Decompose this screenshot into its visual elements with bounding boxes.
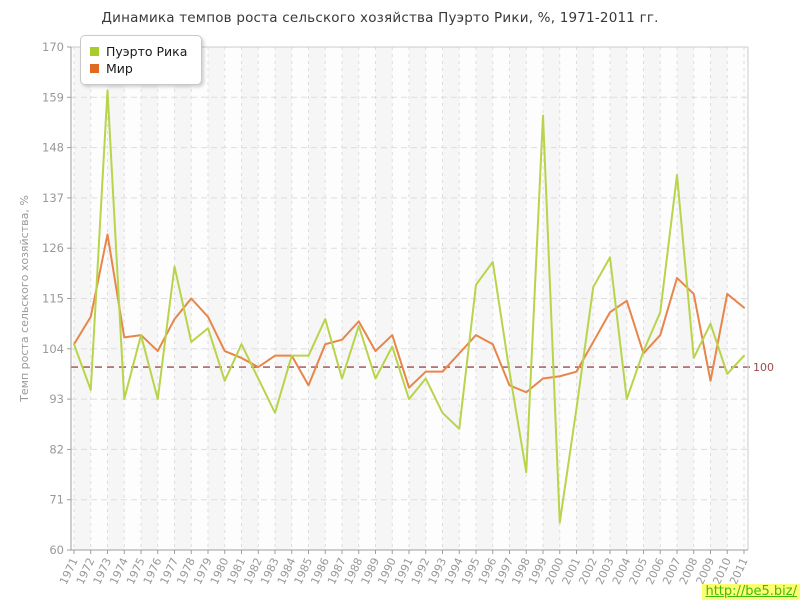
legend-marker-puerto-rica-icon	[90, 47, 99, 56]
y-tick-label: 170	[42, 40, 64, 54]
legend: Пуэрто Рика Мир	[80, 35, 203, 85]
y-tick-label: 60	[49, 543, 64, 557]
plot-stripe	[241, 47, 259, 550]
legend-label-puerto-rica: Пуэрто Рика	[106, 44, 188, 59]
y-tick-label: 93	[49, 392, 64, 406]
y-axis-title: Темп роста сельского хозяйства, %	[18, 195, 31, 403]
y-tick-label: 137	[42, 191, 64, 205]
y-tick-label: 159	[42, 90, 64, 104]
plot-stripe	[509, 47, 527, 550]
y-tick-label: 82	[49, 442, 64, 456]
plot-stripe	[141, 47, 158, 550]
series-line-mir	[73, 233, 745, 394]
plot-stripe	[342, 47, 359, 550]
y-tick-label: 71	[49, 493, 64, 507]
y-tick-label: 115	[42, 292, 64, 306]
y-tick-label: 148	[42, 141, 64, 155]
chart-title: Динамика темпов роста сельского хозяйств…	[101, 10, 659, 26]
reference-line-label: 100	[753, 361, 774, 374]
y-tick-label: 104	[42, 342, 64, 356]
series-line-puerto-rica	[73, 89, 745, 524]
legend-item-world: Мир	[90, 61, 187, 76]
legend-item-puerto-rica: Пуэрто Рика	[90, 44, 187, 59]
legend-marker-world-icon	[90, 64, 99, 73]
y-tick-label: 126	[42, 241, 64, 255]
plot-stripe	[610, 47, 627, 550]
plot-stripe	[409, 47, 426, 550]
legend-label-world: Мир	[106, 61, 133, 76]
watermark-link[interactable]: http://be5.biz/	[702, 584, 800, 600]
plot-stripe	[710, 47, 728, 550]
